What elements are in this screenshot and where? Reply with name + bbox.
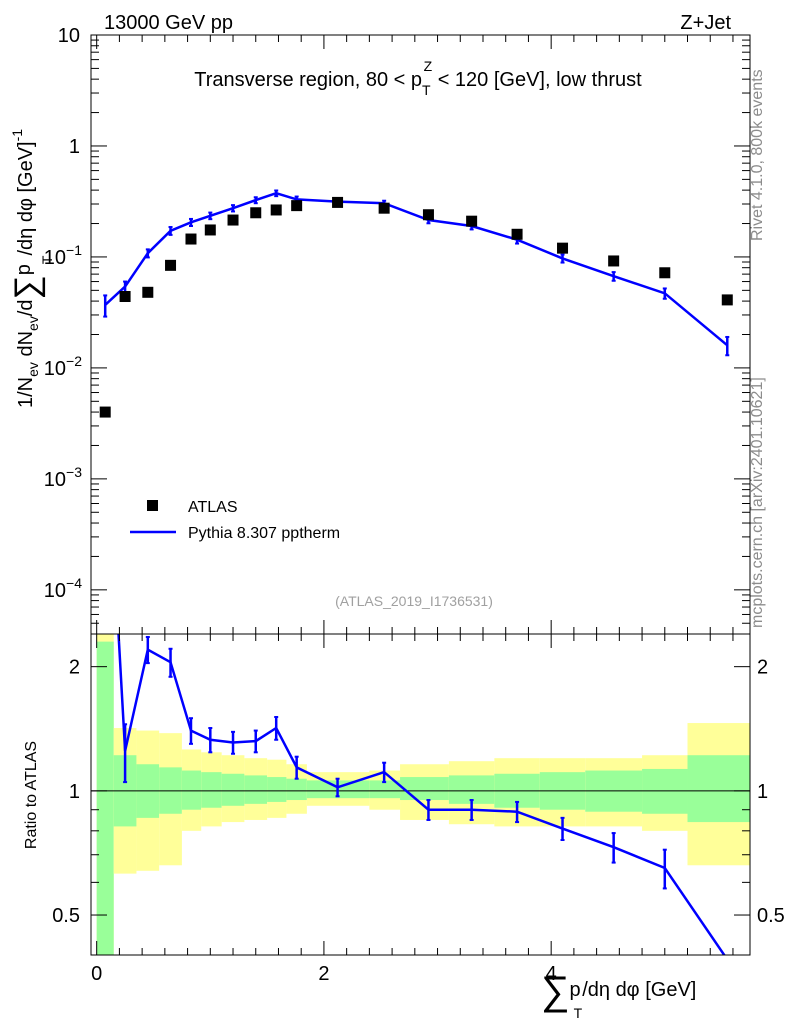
x-tick-label: 0 [91,963,102,985]
ratio-inner-band [267,777,287,802]
ratio-inner-band [286,778,307,801]
x-tick-label: 2 [318,963,329,985]
main-y-tick-label: 10−1 [44,242,82,269]
ratio-panel: 2 2 1 1 0.5 0.5 0 2 4 Ratio to ATLAS ∑p T/dη dφ [… [23,633,785,1021]
ratio-inner-band [96,641,114,955]
analysis-label: (ATLAS_2019_I1736531) [335,593,493,609]
atlas-data-point [332,196,344,208]
atlas-data-point [270,204,282,216]
main-y-axis-label: 1/Nev dNev/d∑pT/dη dφ [GeV]-1 [8,129,55,408]
mcplots-label: mcplots.cern.ch [arXiv:2401.10621] [749,377,766,628]
atlas-data-point [119,291,131,303]
atlas-data-point [204,224,216,236]
rivet-label: Rivet 4.1.0, 800k events [749,69,766,241]
ratio-inner-band [244,775,268,804]
ratio-plot-marks [117,634,726,955]
main-y-tick-label: 10−2 [44,353,82,380]
legend: ATLAS Pythia 8.307 pptherm [130,499,340,542]
main-y-tick-label: 1 [69,136,80,158]
atlas-data-point [291,200,303,212]
legend-atlas-marker [147,500,158,511]
atlas-data-point [227,214,239,226]
process-label: Z+Jet [680,12,731,34]
ratio-y-tick-label-right: 0.5 [757,905,785,927]
ratio-y-tick-label-right: 2 [757,657,768,679]
main-plot-marks [99,189,733,418]
ratio-y-tick-label-left: 1 [69,781,80,803]
atlas-data-point [511,228,523,240]
atlas-data-point [659,267,671,279]
atlas-data-point [142,286,154,298]
ratio-series-line [117,634,726,955]
ratio-y-axis-label: Ratio to ATLAS [23,741,40,849]
ratio-y-tick-label-left: 0.5 [52,905,80,927]
atlas-data-point [185,233,197,245]
atlas-data-point [721,294,733,306]
energy-label: 13000 GeV pp [104,12,233,34]
main-panel: 10 1 10−1 10−2 10−3 10−4 Transverse region, 8… [8,25,751,635]
x-tick-label: 4 [546,963,557,985]
ratio-inner-band [181,770,202,810]
main-y-tick-label: 10−4 [44,575,82,602]
atlas-data-point [99,406,111,418]
main-title: Transverse region, 80 < pTZ < 120 [GeV],… [194,58,642,98]
ratio-y-tick-label-left: 2 [69,657,80,679]
atlas-data-point [250,207,262,219]
legend-atlas-label: ATLAS [188,499,238,516]
atlas-data-point [422,209,434,221]
main-frame [90,34,751,635]
main-y-tick-label: 10−3 [44,464,82,491]
ratio-axes: 2 2 1 1 0.5 0.5 0 2 4 [52,634,785,985]
ratio-frame [90,633,751,956]
main-y-tick-label: 10 [58,25,80,47]
ratio-inner-band [642,768,688,814]
ratio-y-tick-label-right: 1 [757,781,768,803]
ratio-inner-band [201,772,222,808]
ratio-inner-band [221,773,245,806]
atlas-data-point [165,259,177,271]
atlas-data-point [557,242,569,254]
ratio-inner-band [400,777,449,801]
ratio-uncertainty-bands [96,634,750,955]
pythia-series-line [104,191,729,347]
atlas-data-point [378,202,390,214]
legend-pythia-label: Pythia 8.307 pptherm [188,525,340,542]
x-axis-label: ∑p T/dη dφ [GeV] [541,969,696,1021]
atlas-data-point [608,255,620,267]
main-axes: 10 1 10−1 10−2 10−3 10−4 [44,25,750,635]
atlas-data-point [466,215,478,227]
ratio-inner-band [369,780,401,799]
ratio-inner-band [687,755,750,823]
